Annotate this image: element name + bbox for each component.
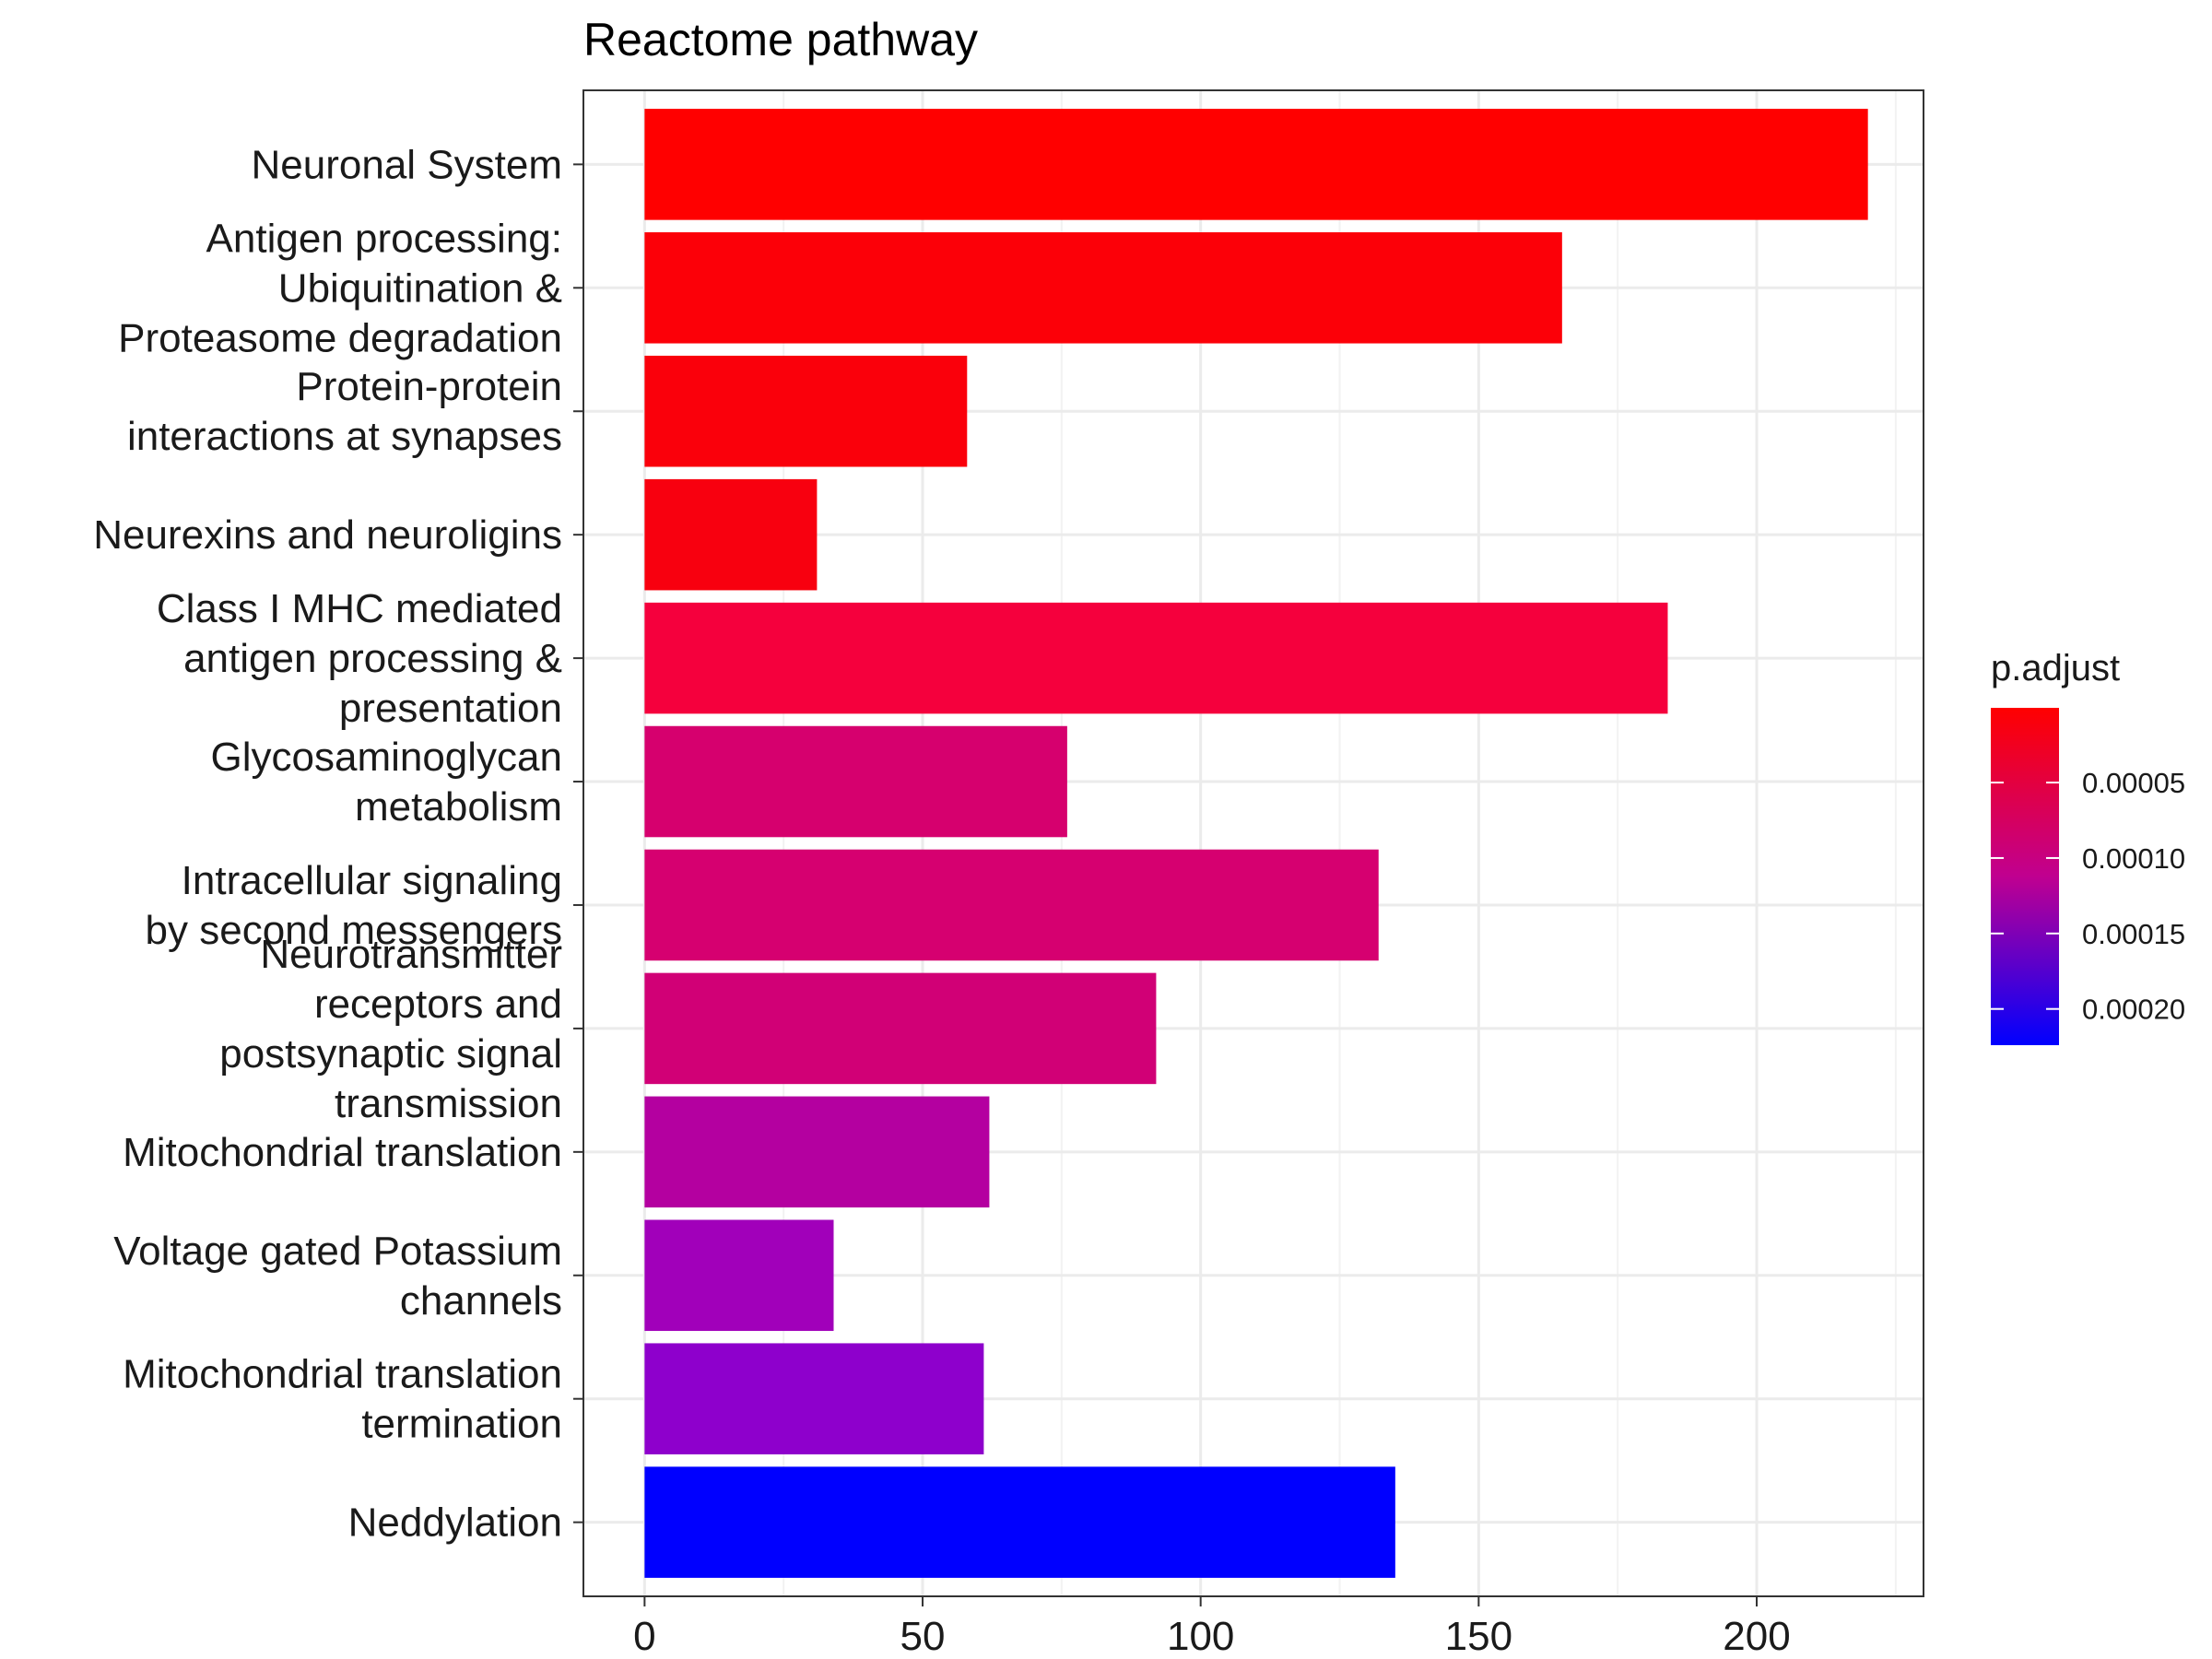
y-tick-label: Mitochondrial translation termination (123, 1352, 562, 1447)
y-tick-label: Mitochondrial translation (123, 1130, 562, 1175)
bar (644, 972, 1157, 1085)
y-tick-label: Protein-protein interactions at synapses (127, 364, 562, 459)
x-axis: 0 50 100 150 200 (633, 1596, 1791, 1659)
legend-colorbar (1991, 708, 2059, 1045)
bar (644, 725, 1067, 838)
bar (644, 232, 1562, 344)
legend-tick-label: 0.00015 (2082, 918, 2185, 950)
x-tick-label: 150 (1445, 1614, 1512, 1659)
y-tick-label: Neddylation (348, 1500, 562, 1546)
x-tick-label: 50 (900, 1614, 946, 1659)
bar (644, 109, 1868, 220)
y-axis: Neuronal System Antigen processing: Ubiqui… (93, 142, 583, 1546)
y-tick-label: Antigen processing: Ubiquitination & Prote… (118, 216, 562, 360)
bars (644, 109, 1868, 1578)
bar (644, 478, 818, 591)
legend-tick-label: 0.00005 (2082, 767, 2185, 799)
bar (644, 849, 1379, 961)
x-tick-label: 100 (1167, 1614, 1234, 1659)
x-tick-label: 200 (1723, 1614, 1790, 1659)
y-tick-label: Voltage gated Potassium channels (113, 1229, 562, 1324)
legend: p.adjust 0.00005 0.00010 0.00015 0.00020 (1991, 648, 2185, 1045)
y-tick-label: Intracellular signaling by second messeng… (146, 858, 562, 953)
y-tick-label: Class I MHC mediated antigen processing &… (157, 586, 562, 731)
y-tick-label: Neuronal System (252, 142, 562, 187)
bar (644, 1219, 834, 1332)
y-tick-label: Neurotransmitter receptors and postsynapti… (219, 932, 562, 1126)
legend-title: p.adjust (1991, 648, 2120, 688)
y-tick-label: Neurexins and neuroligins (93, 512, 562, 558)
x-tick-label: 0 (633, 1614, 655, 1659)
legend-tick-label: 0.00020 (2082, 994, 2185, 1026)
y-tick-label: Glycosaminoglycan metabolism (211, 735, 563, 830)
bar (644, 1096, 990, 1208)
bar (644, 1343, 984, 1454)
bar (644, 602, 1668, 714)
bar (644, 1466, 1395, 1578)
bar (644, 355, 968, 467)
legend-tick-label: 0.00010 (2082, 842, 2185, 875)
chart-title: Reactome pathway (583, 14, 978, 65)
plot-border (582, 89, 1924, 1597)
